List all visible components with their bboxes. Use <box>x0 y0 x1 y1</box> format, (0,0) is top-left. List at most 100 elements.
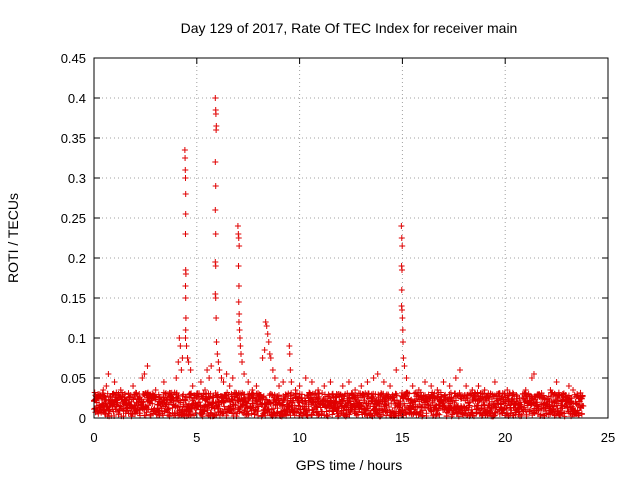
data-point <box>95 391 102 397</box>
data-point <box>415 387 422 393</box>
data-point <box>302 375 309 381</box>
x-tick-label: 10 <box>292 430 306 445</box>
data-point <box>238 351 245 357</box>
data-point <box>456 367 463 373</box>
data-point <box>440 379 447 385</box>
data-point <box>236 327 243 333</box>
data-point <box>182 167 189 173</box>
data-point <box>261 347 268 353</box>
data-point <box>109 391 116 397</box>
plot-frame <box>93 57 609 419</box>
data-point <box>223 371 230 377</box>
data-point <box>434 387 441 393</box>
data-point <box>271 375 278 381</box>
data-point <box>176 335 183 341</box>
data-point <box>239 359 246 365</box>
data-point <box>208 363 215 369</box>
data-point <box>452 375 459 381</box>
data-point <box>308 379 315 385</box>
data-point <box>181 147 188 153</box>
data-point <box>428 383 435 389</box>
data-point <box>206 375 213 381</box>
data-point <box>215 359 222 365</box>
data-point <box>182 211 189 217</box>
data-point <box>321 383 328 389</box>
data-point <box>352 387 359 393</box>
data-point <box>574 391 581 397</box>
data-point <box>504 387 511 393</box>
data-point <box>380 379 387 385</box>
data-point <box>182 283 189 289</box>
data-point <box>92 405 99 412</box>
data-point <box>422 379 429 385</box>
data-point <box>187 367 194 373</box>
y-tick-label: 0.35 <box>61 131 86 146</box>
data-point <box>136 391 143 397</box>
data-point <box>98 395 105 401</box>
data-point <box>152 387 159 393</box>
data-point <box>182 295 189 301</box>
data-point <box>522 387 529 393</box>
data-point <box>177 343 184 349</box>
data-point <box>160 379 167 385</box>
data-point <box>101 407 108 413</box>
data-point <box>182 335 189 341</box>
data-point <box>516 395 523 401</box>
y-tick-label: 0.05 <box>61 371 86 386</box>
data-point <box>265 339 272 345</box>
grid-lines <box>94 58 608 418</box>
data-point <box>139 375 146 381</box>
x-tick-label: 5 <box>193 430 200 445</box>
y-axis-title: ROTI / TECUs <box>5 193 21 283</box>
data-point <box>115 395 122 401</box>
data-points <box>92 95 587 415</box>
x-tick-label: 0 <box>90 430 97 445</box>
data-point <box>213 127 220 133</box>
data-point <box>213 315 220 321</box>
data-point <box>212 95 219 101</box>
data-point <box>463 383 470 389</box>
data-point <box>400 339 407 345</box>
data-point <box>237 343 244 349</box>
y-tick-label: 0.2 <box>68 251 86 266</box>
data-point <box>111 379 118 385</box>
data-point <box>156 399 163 405</box>
data-point <box>399 315 406 321</box>
data-point <box>216 367 223 373</box>
data-point <box>182 155 189 161</box>
data-point <box>541 395 548 401</box>
y-tick-label: 0.15 <box>61 291 86 306</box>
data-point <box>287 367 294 373</box>
data-point <box>327 379 334 385</box>
data-point <box>197 379 204 385</box>
data-point <box>339 383 346 389</box>
y-tick-label: 0.25 <box>61 211 86 226</box>
data-point <box>179 355 186 361</box>
x-tick-label: 25 <box>601 430 615 445</box>
data-point <box>132 403 139 409</box>
data-point <box>267 355 274 361</box>
y-tick-label: 0 <box>79 411 86 426</box>
data-point <box>229 375 236 381</box>
data-point <box>165 391 172 397</box>
data-point <box>236 335 243 341</box>
data-point <box>117 387 124 393</box>
x-tick-label: 20 <box>498 430 512 445</box>
data-point <box>106 399 113 405</box>
data-point <box>580 403 587 409</box>
data-point <box>528 375 535 381</box>
data-point <box>403 375 410 381</box>
chart-title: Day 129 of 2017, Rate Of TEC Index for r… <box>181 20 518 36</box>
data-point <box>212 263 219 269</box>
data-point <box>189 383 196 389</box>
data-point <box>193 391 200 397</box>
data-point <box>547 387 554 393</box>
data-point <box>292 387 299 393</box>
data-point <box>175 359 182 365</box>
data-point <box>212 295 219 301</box>
data-point <box>144 363 151 369</box>
data-point <box>235 319 242 325</box>
data-point <box>183 343 190 349</box>
data-point <box>475 383 482 389</box>
data-point <box>169 395 176 401</box>
